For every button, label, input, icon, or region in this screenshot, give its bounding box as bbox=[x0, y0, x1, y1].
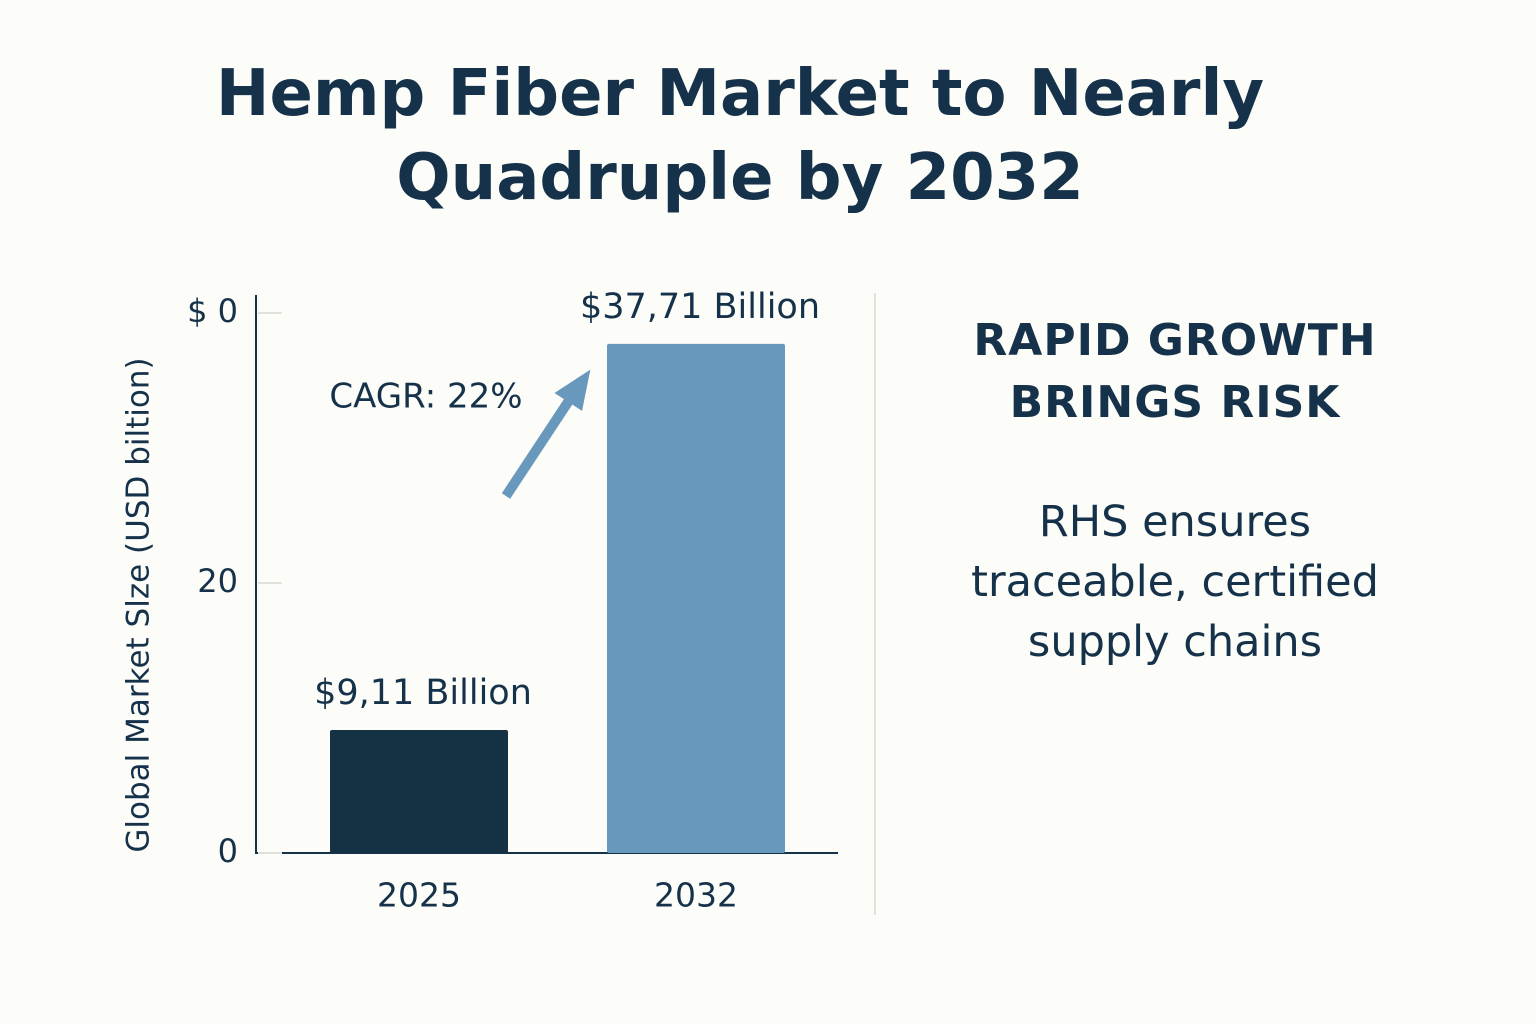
annotation: CAGR: 22% bbox=[329, 377, 522, 417]
arrow-head bbox=[554, 369, 591, 411]
y-tick-label: 20 bbox=[197, 562, 238, 600]
bar bbox=[330, 730, 508, 853]
arrow-shaft bbox=[501, 393, 577, 499]
value-label: $9,11 Billion bbox=[314, 673, 532, 713]
y-axis-label: Global Market Slze (USD biltion) bbox=[121, 357, 157, 852]
value-label: $37,71 Billion bbox=[580, 287, 820, 327]
side-heading: RAPID GROWTH BRINGS RISK bbox=[973, 315, 1377, 428]
chart-title: Hemp Fiber Market to Nearly Quadruple by… bbox=[215, 57, 1265, 215]
bar bbox=[607, 343, 785, 853]
y-tick-label: 0 bbox=[218, 832, 238, 870]
x-tick-label: 2025 bbox=[377, 876, 461, 915]
y-tick-label: $ 0 bbox=[187, 292, 238, 330]
side-body: RHS ensures traceable, certified supply … bbox=[971, 497, 1379, 667]
x-tick-label: 2032 bbox=[654, 876, 738, 915]
